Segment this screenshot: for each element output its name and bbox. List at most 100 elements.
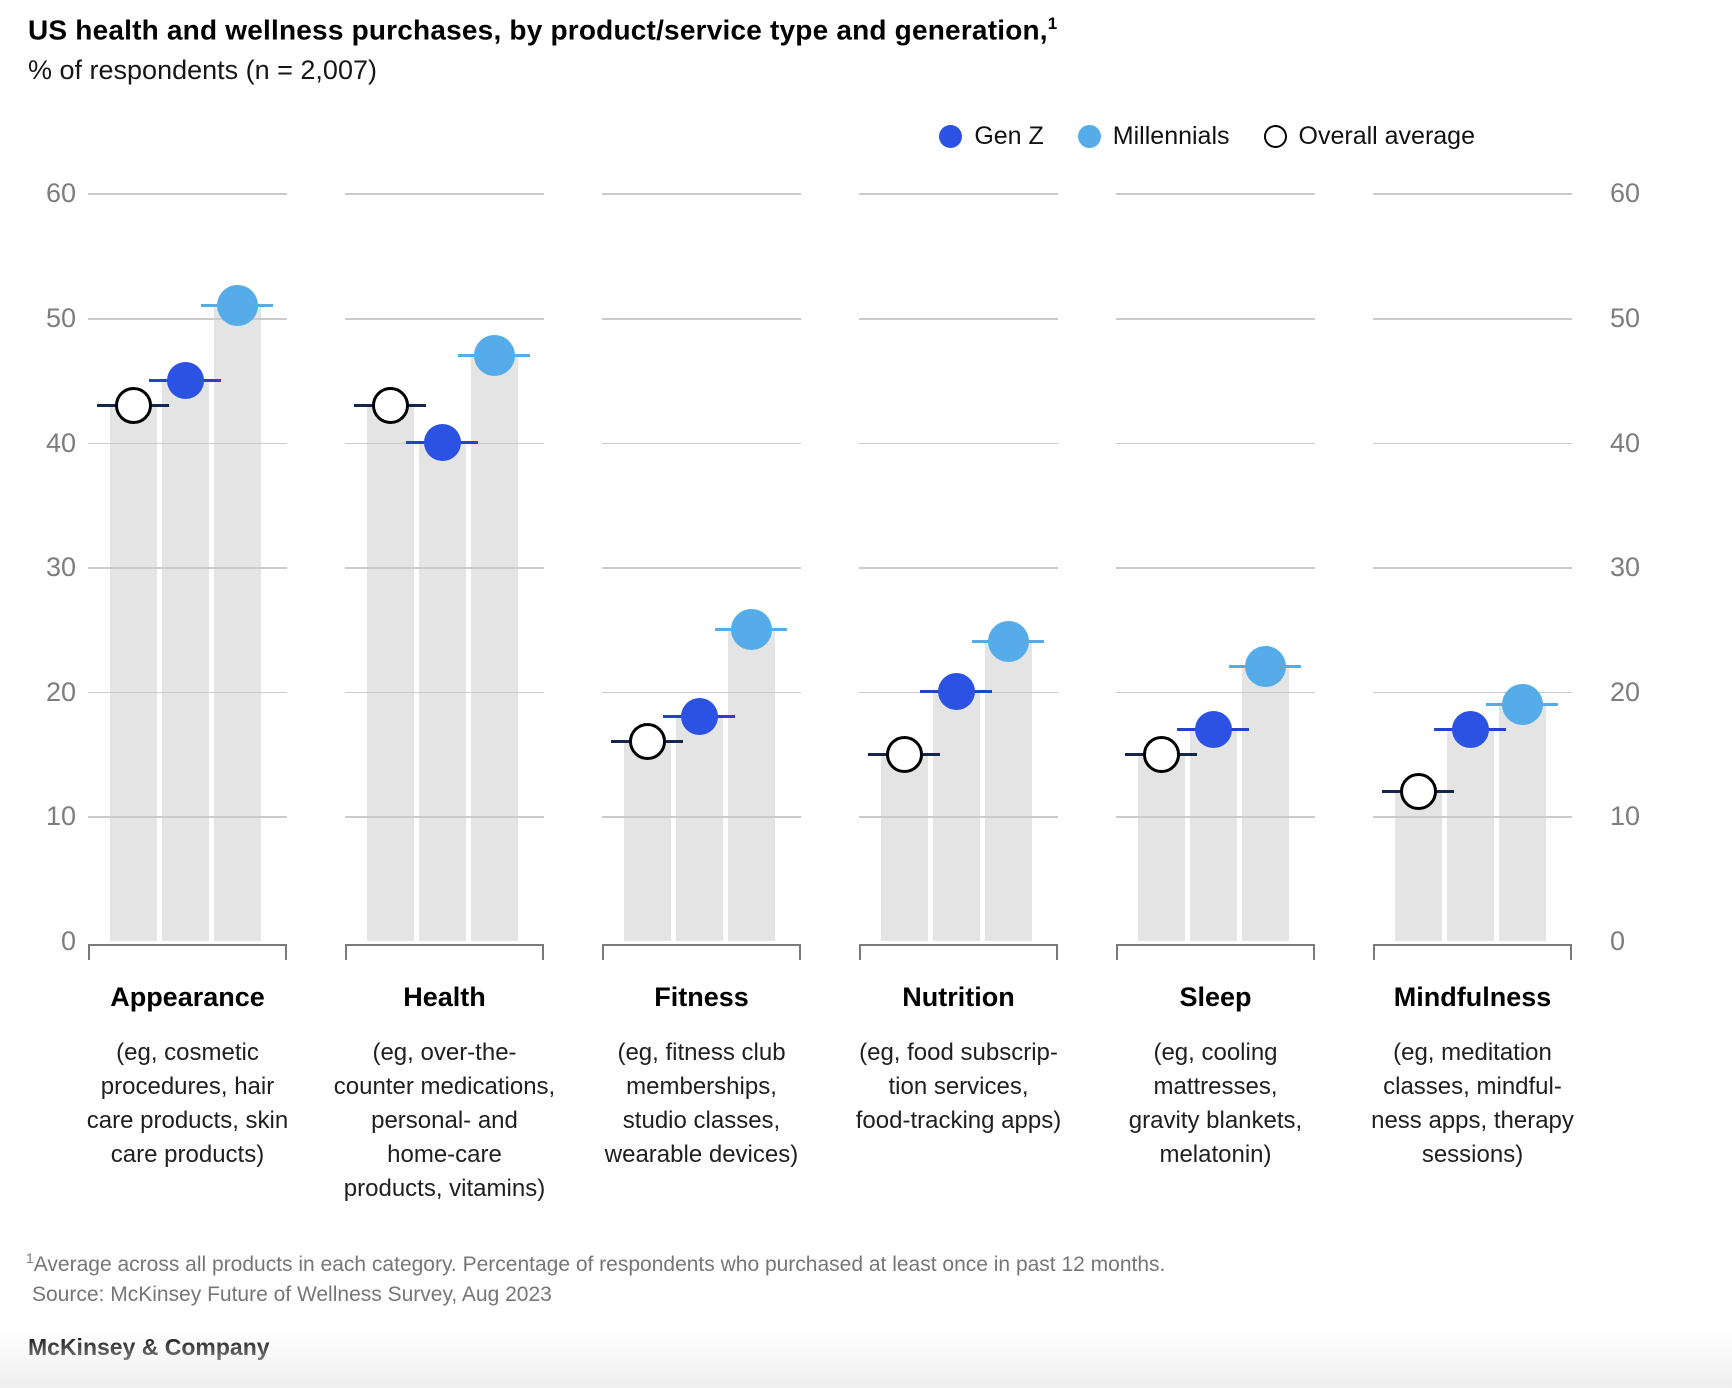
gridline [1116, 193, 1315, 195]
y-axis-tick-label-right: 0 [1610, 926, 1626, 956]
gridline [1116, 318, 1315, 320]
gridline [345, 193, 544, 195]
gridline [602, 816, 801, 818]
gridline [1373, 567, 1572, 569]
gridline [859, 442, 1058, 445]
source-line: Source: McKinsey Future of Wellness Surv… [32, 1283, 552, 1306]
y-axis-tick-label-left: 60 [45, 178, 76, 209]
overall-average-dot [628, 723, 666, 761]
bar [623, 741, 671, 941]
gen-z-dot-icon [939, 125, 963, 148]
y-axis-tick-label-right: 60 [1610, 178, 1641, 209]
millennials-dot [1244, 646, 1286, 688]
gridline [88, 816, 287, 818]
chart-title-text: US health and wellness purchases, by pro… [28, 14, 1048, 46]
footnote-line: 1Average across all products in each cat… [26, 1243, 1165, 1280]
category-label: Sleep [1179, 982, 1252, 1012]
category-description: (eg, over-the- counter medications, pers… [333, 1039, 556, 1202]
y-axis-tick-label-left: 30 [45, 552, 76, 583]
gen-z-dot [1194, 710, 1232, 748]
gen-z-dot [1451, 710, 1489, 748]
y-axis-tick-label-right: 40 [1610, 427, 1641, 458]
gridline [602, 193, 801, 195]
overall-average-dot [114, 386, 152, 424]
footnote-superscript: 1 [26, 1250, 34, 1266]
legend-item-millennials: Millennials [1077, 122, 1230, 151]
bar [1394, 791, 1442, 941]
gen-z-dot [166, 361, 204, 399]
category-axis-bracket [859, 944, 1058, 960]
y-axis-tick-label-right: 10 [1610, 801, 1641, 832]
category-axis-bracket [602, 944, 801, 960]
category-axis-bracket [88, 944, 287, 960]
gridline [345, 816, 544, 818]
gridline [1116, 691, 1315, 694]
category-axis-bracket [1373, 944, 1572, 960]
millennials-dot-icon [1077, 125, 1101, 148]
footnote: 1Average across all products in each cat… [26, 1243, 1165, 1310]
bar [161, 380, 209, 941]
gridline [345, 691, 544, 694]
gridline [88, 567, 287, 569]
gridline [859, 193, 1058, 195]
bar [984, 641, 1032, 941]
gridline [88, 193, 287, 195]
gridline [1116, 442, 1315, 445]
category-description: (eg, cooling mattresses, gravity blanket… [1128, 1039, 1303, 1168]
millennials-dot [730, 609, 772, 650]
category-description: (eg, fitness club memberships, studio cl… [604, 1039, 799, 1168]
bar [880, 754, 928, 941]
gridline [88, 318, 287, 320]
y-axis-tick-label-right: 20 [1610, 676, 1641, 707]
millennials-dot [473, 334, 515, 376]
gridline [1373, 318, 1572, 320]
gen-z-dot [937, 673, 975, 711]
gridline [602, 442, 801, 445]
gen-z-dot [423, 424, 461, 462]
chart-title-footnote-marker: 1 [1047, 14, 1058, 33]
overall-average-dot [371, 386, 409, 424]
gridline [602, 691, 801, 694]
overall-average-dot [885, 735, 923, 773]
bar [109, 405, 157, 941]
gridline [1116, 567, 1315, 569]
legend-item-overall-average: Overall average [1263, 122, 1475, 151]
millennials-dot [987, 621, 1029, 663]
gridline [1373, 193, 1572, 195]
chart-header: US health and wellness purchases, by pro… [28, 14, 1057, 86]
legend-label: Overall average [1298, 122, 1475, 150]
y-axis-tick-label-right: 50 [1610, 303, 1641, 333]
chart-title: US health and wellness purchases, by pro… [28, 14, 1057, 46]
bar [727, 629, 775, 941]
gridline [602, 567, 801, 569]
category-axis-bracket [1116, 944, 1315, 960]
bar [1137, 754, 1185, 941]
bar [470, 355, 518, 941]
y-axis-tick-label-right: 30 [1610, 552, 1641, 583]
category-label: Nutrition [902, 982, 1015, 1012]
y-axis-tick-label-left: 50 [45, 303, 76, 333]
gridline [602, 318, 801, 320]
category-axis-bracket [345, 944, 544, 960]
gridline [1373, 691, 1572, 694]
bar [366, 405, 414, 941]
category-label: Mindfulness [1393, 982, 1552, 1012]
overall-average-dot [1399, 772, 1437, 810]
open-circle-icon [1263, 125, 1287, 148]
gridline [1373, 442, 1572, 445]
y-axis-tick-label-left: 10 [45, 801, 76, 832]
gridline [859, 567, 1058, 569]
legend: Gen Z Millennials Overall average [939, 122, 1475, 151]
category-label: Fitness [654, 982, 749, 1012]
bar [1189, 729, 1237, 941]
gen-z-dot [680, 698, 718, 736]
category-label: Appearance [110, 982, 265, 1012]
gridline [88, 691, 287, 694]
gridline [345, 318, 544, 320]
bar [1498, 704, 1546, 941]
y-axis-tick-label-left: 0 [60, 926, 76, 956]
bar [213, 305, 261, 941]
chart-subtitle: % of respondents (n = 2,007) [28, 55, 377, 86]
